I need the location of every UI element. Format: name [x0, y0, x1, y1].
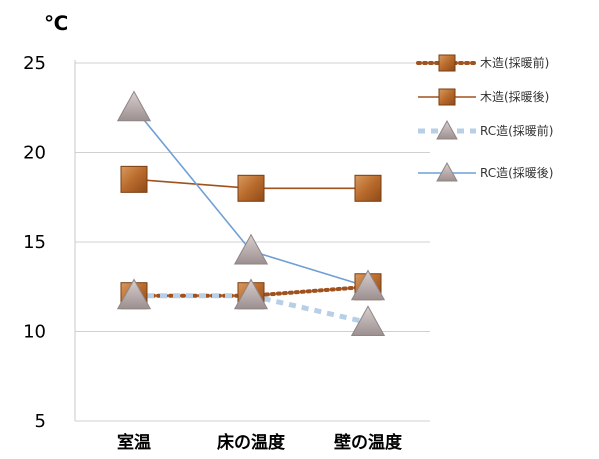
square-marker — [120, 165, 148, 193]
triangle-marker — [233, 233, 269, 265]
series-markers — [116, 90, 386, 337]
y-tick-label: 5 — [35, 411, 46, 432]
x-category-label: 壁の温度 — [334, 432, 403, 453]
y-tick-label: 10 — [23, 322, 46, 343]
triangle-marker — [233, 278, 269, 310]
triangle-marker — [350, 305, 386, 337]
y-tick-label: 20 — [23, 143, 46, 164]
triangle-marker — [436, 119, 458, 140]
legend-label: RC造(採暖前) — [480, 123, 553, 138]
y-axis-ticks: 25 20 15 10 5 — [23, 53, 46, 432]
y-unit-label: ℃ — [44, 11, 68, 35]
x-axis-categories: 室温 床の温度 壁の温度 — [117, 432, 403, 453]
legend: 木造(採暖前) 木造(採暖後) RC造(採暖前) RC造(採暖後) — [416, 54, 553, 182]
legend-label: 木造(採暖前) — [480, 55, 549, 70]
square-marker — [438, 88, 456, 106]
square-marker — [438, 54, 456, 72]
legend-label: RC造(採暖後) — [480, 166, 553, 180]
x-category-label: 室温 — [117, 432, 151, 453]
y-tick-label: 25 — [23, 53, 46, 74]
triangle-marker — [436, 161, 458, 182]
x-category-label: 床の温度 — [217, 432, 286, 453]
square-marker — [237, 174, 265, 202]
y-tick-label: 15 — [23, 232, 46, 253]
legend-label: 木造(採暖後) — [480, 90, 549, 104]
square-marker — [354, 174, 382, 202]
triangle-marker — [116, 90, 152, 122]
triangle-marker — [350, 269, 386, 301]
triangle-marker — [116, 278, 152, 310]
